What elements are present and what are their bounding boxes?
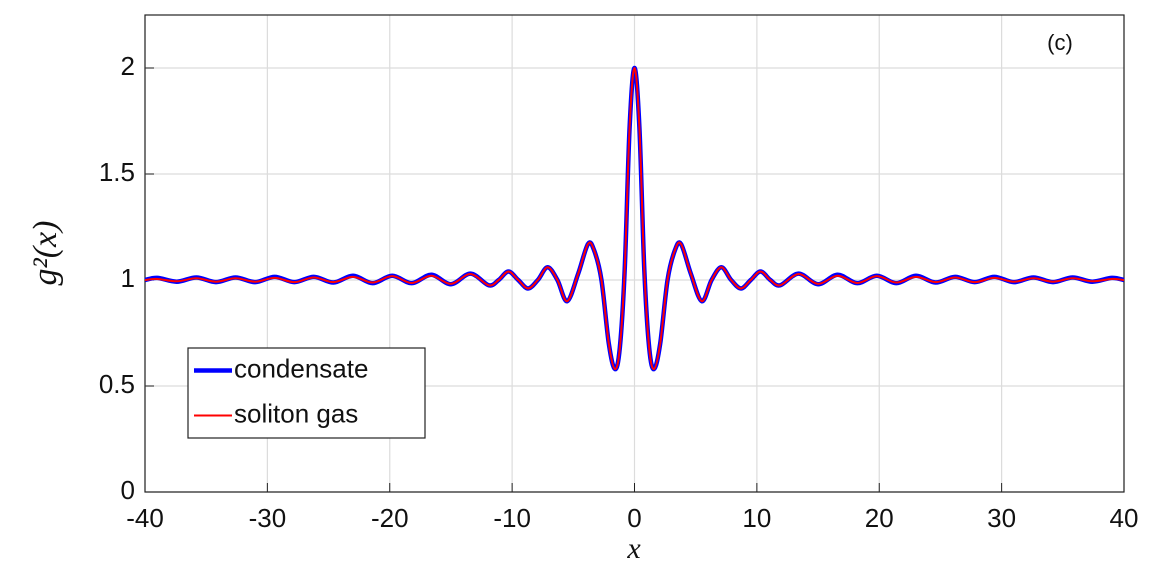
y-axis-label: g²(x) <box>27 221 64 286</box>
plot-frame <box>144 14 1125 493</box>
annotation: (c) <box>1047 30 1073 55</box>
x-axis-label: x <box>626 532 641 565</box>
x-tick-label: 0 <box>627 503 641 533</box>
x-tick-label: -40 <box>126 503 164 533</box>
legend-label: soliton gas <box>234 398 358 428</box>
y-tick-label: 0.5 <box>99 369 135 399</box>
y-tick-label: 2 <box>121 51 135 81</box>
y-tick-label: 0 <box>121 475 135 505</box>
y-tick-label: 1 <box>121 263 135 293</box>
data-line <box>144 66 1125 371</box>
x-tick-label: -30 <box>249 503 287 533</box>
x-tick-label: 10 <box>742 503 771 533</box>
x-tick-label: 30 <box>987 503 1016 533</box>
x-tick-label: 20 <box>865 503 894 533</box>
y-tick-label: 1.5 <box>99 157 135 187</box>
legend-label: condensate <box>234 353 368 383</box>
legend-box <box>187 347 426 439</box>
x-tick-label: -20 <box>371 503 409 533</box>
x-tick-label: -10 <box>493 503 531 533</box>
x-tick-label: 40 <box>1110 503 1139 533</box>
